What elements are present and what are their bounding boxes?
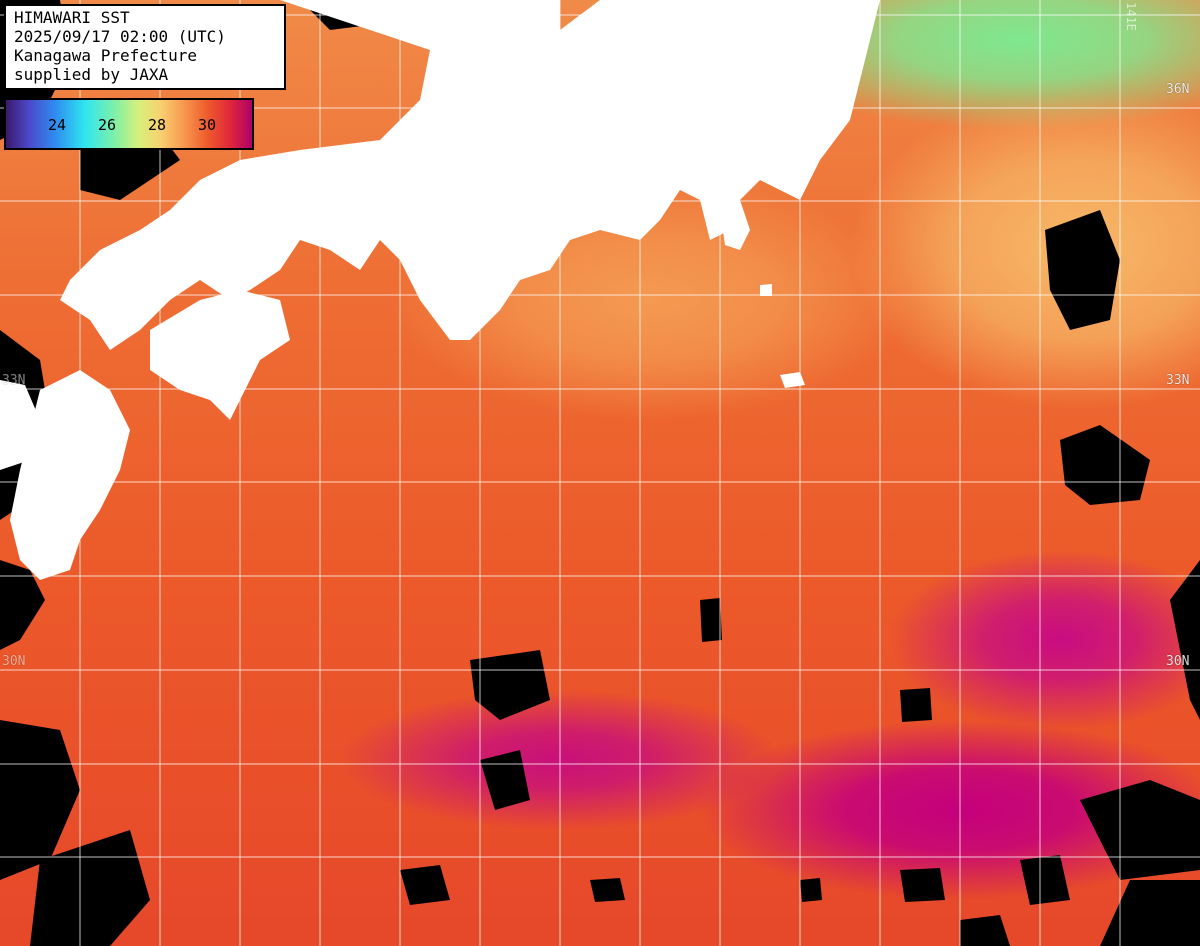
lat-label-33n: 33N xyxy=(1166,373,1190,388)
land-izu xyxy=(720,200,750,250)
color-scale-legend: 24 26 28 30 xyxy=(4,98,254,150)
cloud-patch xyxy=(1100,880,1200,946)
land-island xyxy=(780,372,805,388)
lat-label-36n: 36N xyxy=(1166,82,1190,97)
land-honshu xyxy=(60,0,880,350)
legend-tick-30: 30 xyxy=(198,116,217,134)
cloud-patch xyxy=(480,750,530,810)
land-shikoku xyxy=(150,290,290,420)
cloud-patch xyxy=(400,865,450,905)
title-credit: supplied by JAXA xyxy=(14,65,169,84)
title-product: HIMAWARI SST xyxy=(14,8,130,27)
lat-label-33n-left: 33N xyxy=(2,373,26,388)
title-box: HIMAWARI SST 2025/09/17 02:00 (UTC) Kana… xyxy=(4,4,286,90)
cloud-patch xyxy=(30,830,150,946)
lon-label-136e: 136E xyxy=(484,2,498,31)
cloud-patch xyxy=(800,878,822,902)
lon-label-141e: 141E xyxy=(1124,2,1138,31)
cloud-patch xyxy=(0,560,45,650)
cloud-patch xyxy=(1020,855,1070,905)
cloud-patch xyxy=(1045,210,1120,330)
cloud-patch xyxy=(0,720,80,880)
cloud-patch xyxy=(900,688,932,722)
cloud-patch xyxy=(960,915,1010,946)
lat-label-30n-left: 30N xyxy=(2,654,26,669)
legend-tick-24: 24 xyxy=(48,116,67,134)
cloud-patch xyxy=(700,598,722,642)
legend-tick-26: 26 xyxy=(98,116,117,134)
cloud-patch xyxy=(470,650,550,720)
lat-label-30n: 30N xyxy=(1166,654,1190,669)
land-kyushu-west xyxy=(0,380,40,470)
cloud-patch xyxy=(1170,560,1200,720)
cloud-patch xyxy=(900,868,945,902)
title-organization: Kanagawa Prefecture xyxy=(14,46,198,65)
cloud-patch xyxy=(1060,425,1150,505)
cloud-patch xyxy=(590,878,625,902)
title-datetime: 2025/09/17 02:00 (UTC) xyxy=(14,27,226,46)
land-island xyxy=(760,284,772,296)
cloud-patch xyxy=(1080,780,1200,880)
land-kyushu xyxy=(10,370,130,580)
legend-tick-28: 28 xyxy=(148,116,167,134)
